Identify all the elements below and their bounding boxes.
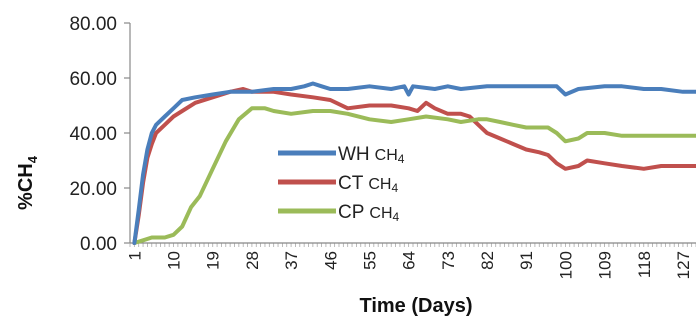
series-lines <box>132 81 696 245</box>
x-axis-title: Time (Days) <box>359 295 472 317</box>
y-axis-title: %CH4 <box>15 155 40 210</box>
x-tick-label: 28 <box>243 251 262 270</box>
y-tick-label: 20.00 <box>69 179 117 200</box>
legend-label-ct: CT CH4 <box>338 173 398 195</box>
legend-label-cp: CP CH4 <box>338 202 400 224</box>
x-tick-label: 100 <box>556 251 575 279</box>
y-tick-label: 40.00 <box>69 124 117 145</box>
legend-label-wh: WH CH4 <box>338 144 405 166</box>
x-tick-label: 55 <box>360 251 379 270</box>
x-tick-label: 46 <box>321 251 340 270</box>
x-tick-label: 82 <box>478 251 497 270</box>
x-axis-ticks: 1 10 19 28 37 46 55 64 73 82 91 100 109 118 127 <box>125 243 696 279</box>
series-line-wh <box>132 81 696 245</box>
x-tick-label: 19 <box>204 251 223 270</box>
x-tick-label: 127 <box>674 251 693 279</box>
y-tick-label: 60.00 <box>69 69 117 90</box>
series-line-ct <box>132 87 696 245</box>
x-tick-label: 91 <box>517 251 536 270</box>
x-tick-label: 64 <box>400 251 419 270</box>
x-tick-label: 73 <box>439 251 458 270</box>
y-tick-label: 80.00 <box>69 14 117 35</box>
series-line-cp <box>132 106 696 245</box>
x-tick-label: 109 <box>596 251 615 279</box>
y-tick-label: 0.00 <box>80 234 117 255</box>
x-tick-label: 10 <box>165 251 184 270</box>
x-tick-label: 118 <box>635 251 654 278</box>
x-tick-label: 1 <box>125 251 144 260</box>
y-axis-ticks: 0.00 20.00 40.00 60.00 80.00 <box>69 14 130 255</box>
legend: WH CH4 CT CH4 CP CH4 <box>278 144 405 224</box>
x-tick-label: 37 <box>282 251 301 270</box>
